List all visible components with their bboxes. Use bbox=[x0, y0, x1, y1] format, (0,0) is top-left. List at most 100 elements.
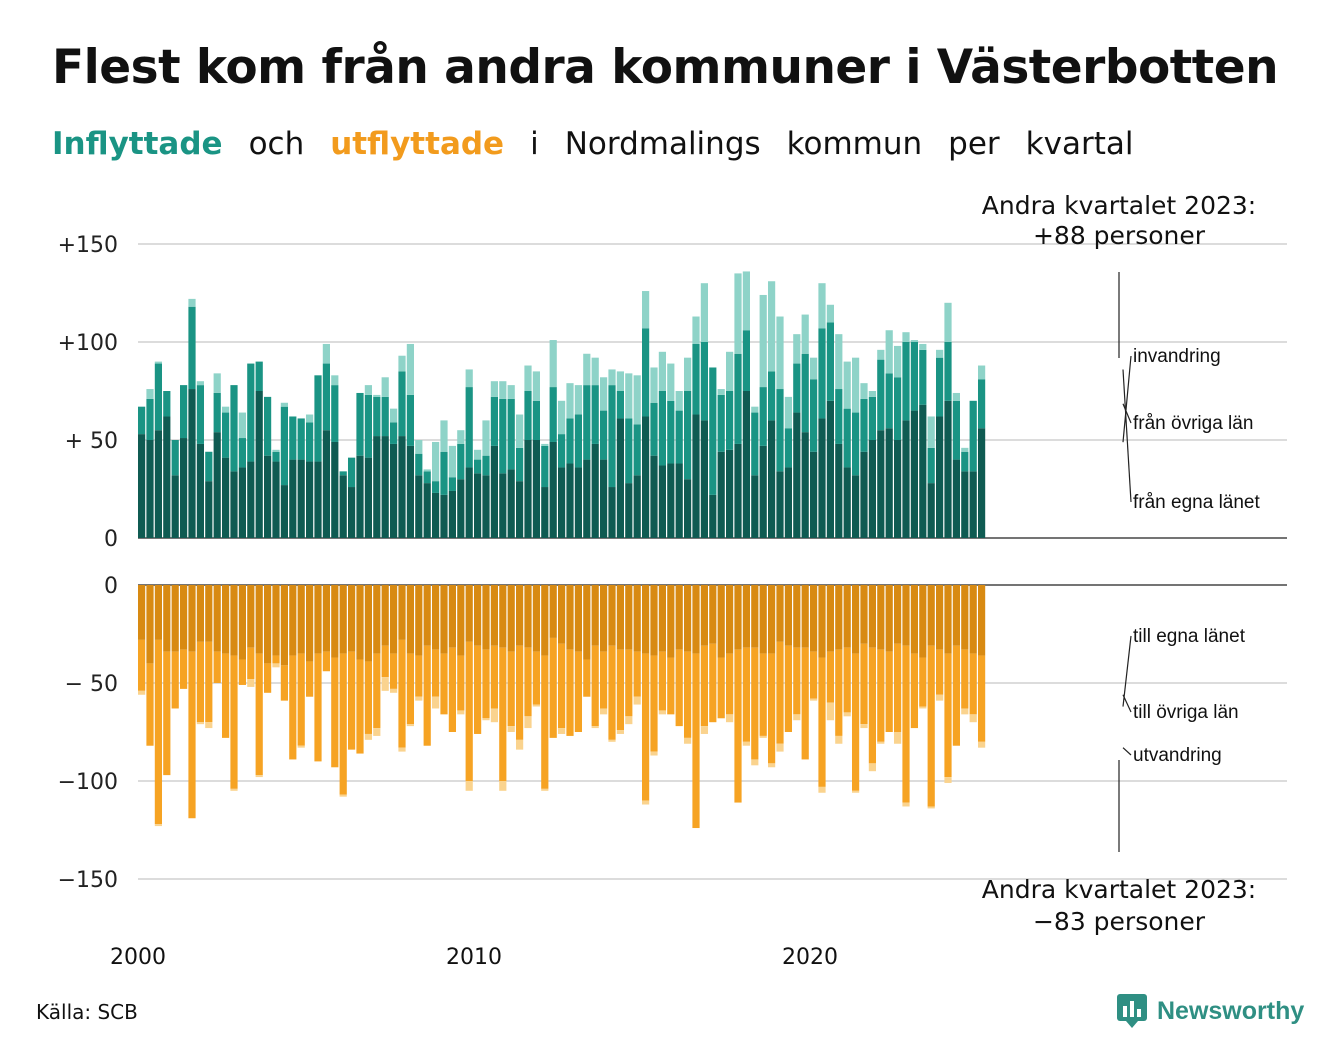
bar-outflow bbox=[406, 653, 414, 725]
bar-inflow bbox=[625, 373, 633, 419]
bar-outflow bbox=[650, 655, 658, 752]
bar-inflow bbox=[978, 379, 986, 429]
bar-inflow bbox=[927, 416, 935, 448]
bar-inflow bbox=[734, 443, 742, 538]
bar-inflow bbox=[558, 467, 566, 538]
bar-inflow bbox=[650, 455, 658, 538]
migration-chart: 0 + 50 +100 +150 0 − 50 −100 −150 2000 2010 2020 in… bbox=[58, 191, 1287, 970]
bar-outflow bbox=[919, 706, 927, 709]
newsworthy-logo-icon bbox=[1117, 994, 1147, 1028]
subtitle-word: per bbox=[948, 126, 1000, 162]
bar-inflow bbox=[868, 440, 876, 538]
annotation-top-line1: Andra kvartalet 2023: bbox=[982, 191, 1256, 220]
bar-inflow bbox=[474, 449, 482, 460]
bar-outflow bbox=[280, 585, 288, 666]
bar-inflow bbox=[910, 340, 918, 342]
bar-inflow bbox=[776, 316, 784, 390]
bar-outflow bbox=[742, 647, 750, 742]
annotation-top-line2: +88 personer bbox=[1033, 221, 1206, 250]
bar-inflow bbox=[398, 436, 406, 538]
bar-inflow bbox=[852, 357, 860, 413]
bar-inflow bbox=[742, 271, 750, 331]
bar-inflow bbox=[583, 385, 591, 460]
bar-inflow bbox=[465, 387, 473, 468]
bar-inflow bbox=[759, 387, 767, 446]
bar-inflow bbox=[910, 410, 918, 538]
bar-outflow bbox=[339, 794, 347, 797]
bar-outflow bbox=[936, 585, 944, 650]
bar-outflow bbox=[373, 585, 381, 654]
bar-outflow bbox=[465, 781, 473, 791]
bar-inflow bbox=[658, 465, 666, 538]
bar-outflow bbox=[784, 645, 792, 732]
bar-outflow bbox=[432, 585, 440, 650]
bar-inflow bbox=[801, 432, 809, 538]
bar-inflow bbox=[297, 459, 305, 538]
bar-inflow bbox=[633, 375, 641, 425]
bar-outflow bbox=[759, 653, 767, 736]
bar-outflow bbox=[726, 653, 734, 715]
bar-inflow bbox=[768, 371, 776, 421]
bar-inflow bbox=[793, 412, 801, 538]
bar-outflow bbox=[969, 653, 977, 715]
bar-outflow bbox=[339, 585, 347, 654]
bar-outflow bbox=[894, 643, 902, 732]
bar-inflow bbox=[969, 471, 977, 538]
bar-outflow bbox=[247, 647, 255, 680]
bar-inflow bbox=[289, 459, 297, 538]
bar-inflow bbox=[726, 391, 734, 450]
bar-outflow bbox=[684, 651, 692, 738]
y-tick-label: +100 bbox=[58, 331, 118, 356]
bar-inflow bbox=[280, 485, 288, 538]
bar-inflow bbox=[616, 371, 624, 391]
bar-inflow bbox=[709, 367, 717, 495]
bar-inflow bbox=[793, 334, 801, 364]
bar-outflow bbox=[734, 585, 742, 650]
annotation-bottom-line2: −83 personer bbox=[1033, 907, 1206, 936]
bar-inflow bbox=[566, 418, 574, 464]
bar-inflow bbox=[810, 451, 818, 538]
bar-outflow bbox=[944, 777, 952, 783]
bar-inflow bbox=[381, 377, 389, 397]
bar-outflow bbox=[742, 741, 750, 746]
bar-inflow bbox=[264, 396, 272, 456]
bar-outflow bbox=[541, 788, 549, 791]
bar-outflow bbox=[415, 696, 423, 701]
bar-outflow bbox=[398, 585, 406, 640]
bar-inflow bbox=[558, 400, 566, 435]
bar-outflow bbox=[927, 645, 935, 807]
bar-outflow bbox=[390, 585, 398, 654]
bar-outflow bbox=[835, 649, 843, 736]
bar-outflow bbox=[692, 653, 700, 829]
bar-outflow bbox=[818, 786, 826, 793]
bar-outflow bbox=[919, 657, 927, 707]
bar-inflow bbox=[331, 385, 339, 442]
bar-inflow bbox=[432, 441, 440, 482]
y-tick-label: 0 bbox=[104, 574, 118, 599]
bar-inflow bbox=[222, 457, 230, 538]
bar-outflow bbox=[952, 585, 960, 646]
bar-outflow bbox=[264, 663, 272, 693]
bar-outflow bbox=[171, 585, 179, 652]
bar-outflow bbox=[146, 663, 154, 746]
bar-inflow bbox=[482, 420, 490, 456]
bar-outflow bbox=[163, 651, 171, 776]
bar-outflow bbox=[759, 735, 767, 738]
bar-outflow bbox=[860, 585, 868, 644]
bar-outflow bbox=[675, 585, 683, 650]
annotation-bottom-line1: Andra kvartalet 2023: bbox=[982, 875, 1256, 904]
bar-inflow bbox=[524, 391, 532, 440]
bar-outflow bbox=[877, 649, 885, 742]
bar-inflow bbox=[364, 385, 372, 395]
bar-inflow bbox=[877, 430, 885, 538]
bar-outflow bbox=[474, 645, 482, 734]
bar-inflow bbox=[390, 408, 398, 423]
bar-outflow bbox=[180, 585, 188, 650]
bar-inflow bbox=[465, 467, 473, 538]
bar-inflow bbox=[196, 385, 204, 444]
bar-outflow bbox=[936, 694, 944, 701]
bar-inflow bbox=[717, 394, 725, 452]
bar-inflow bbox=[448, 445, 456, 478]
bar-inflow bbox=[390, 443, 398, 538]
bar-outflow bbox=[616, 585, 624, 650]
